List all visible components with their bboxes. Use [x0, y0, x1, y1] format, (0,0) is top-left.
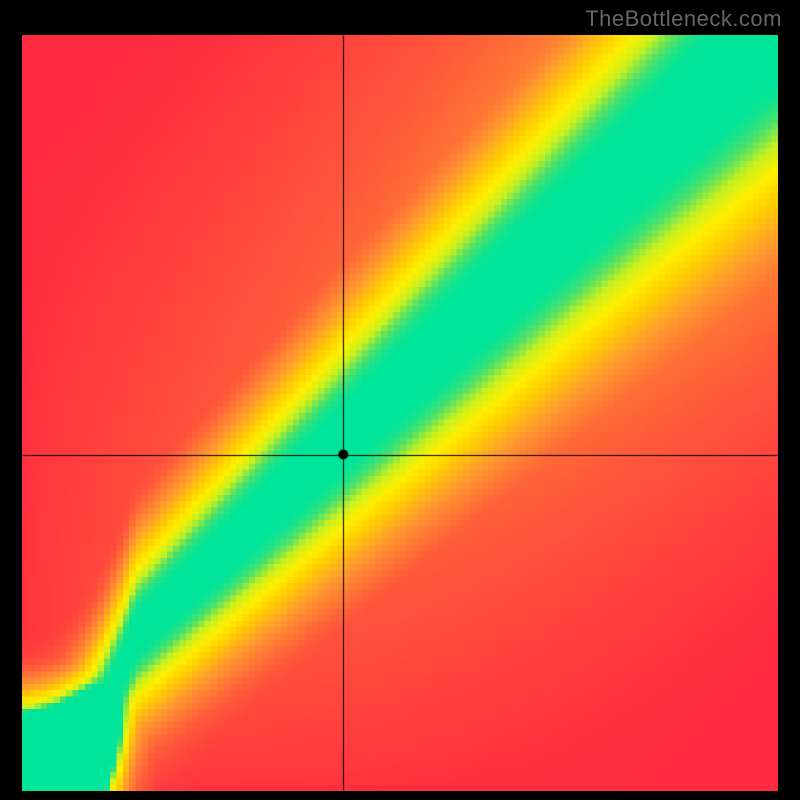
crosshair-overlay — [22, 35, 778, 791]
watermark-text: TheBottleneck.com — [585, 6, 782, 32]
chart-container: TheBottleneck.com — [0, 0, 800, 800]
